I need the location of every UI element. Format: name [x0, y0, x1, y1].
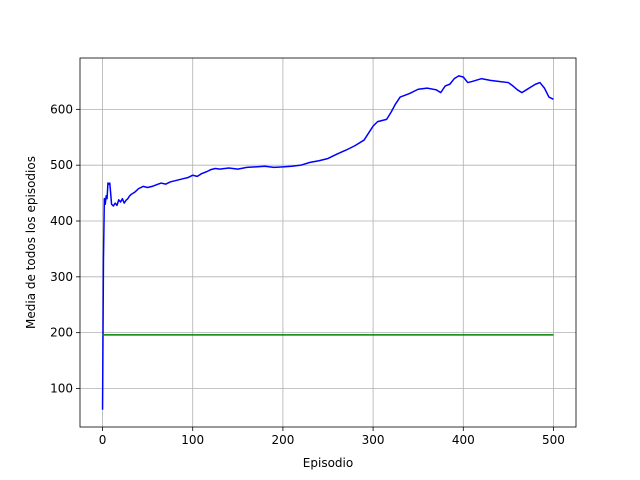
x-tick-label: 400	[452, 433, 475, 447]
series-lines	[101, 75, 554, 410]
x-tick-label: 200	[271, 433, 294, 447]
y-tick-label: 500	[50, 158, 73, 172]
x-axis-label: Episodio	[303, 456, 353, 470]
y-tick-label: 100	[50, 381, 73, 395]
x-tick-label: 500	[542, 433, 565, 447]
plot-frame	[79, 57, 577, 428]
x-tick-label: 300	[362, 433, 385, 447]
y-tick-label: 600	[50, 102, 73, 116]
x-axis-ticks: 0 100 200 300 400 500	[99, 427, 565, 447]
y-axis-ticks: 100 200 300 400 500 600	[50, 102, 80, 395]
y-tick-label: 200	[50, 326, 73, 340]
y-tick-label: 400	[50, 214, 73, 228]
y-axis-label: Media de todos los episodios	[24, 156, 38, 329]
x-tick-label: 100	[181, 433, 204, 447]
series-line-1	[101, 75, 554, 410]
x-tick-label: 0	[99, 433, 107, 447]
grid-lines	[80, 58, 576, 427]
y-tick-label: 300	[50, 270, 73, 284]
